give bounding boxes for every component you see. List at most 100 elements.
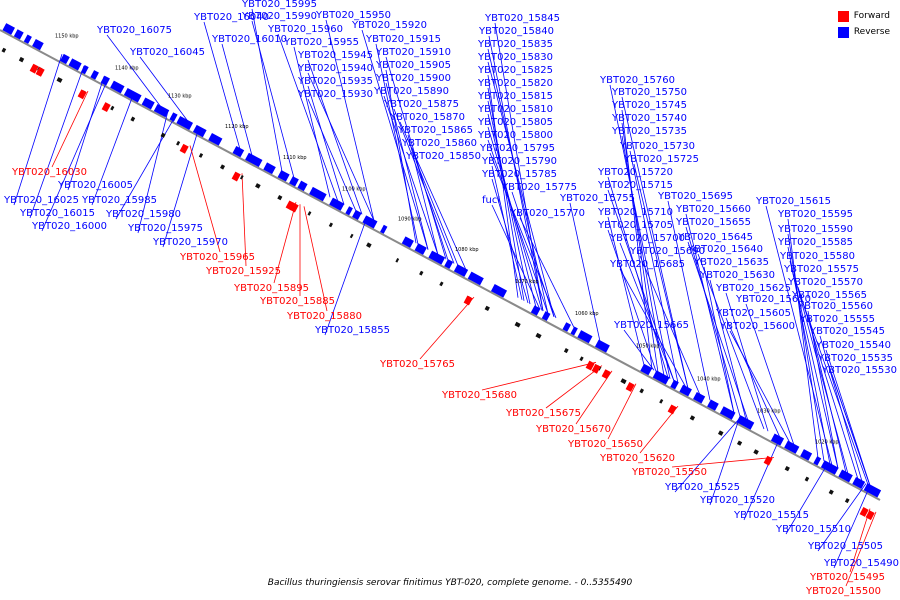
reverse-gene-label-leader — [619, 268, 687, 388]
reverse-gene-label-leader — [67, 76, 105, 191]
legend-item-reverse: Reverse — [837, 24, 890, 40]
reverse-gene-label: YBT020_15715 — [597, 180, 673, 191]
forward-gene-label: YBT020_15650 — [567, 439, 643, 450]
reverse-gene-label: YBT020_16000 — [31, 221, 107, 232]
reverse-gene — [594, 339, 610, 353]
kbp-tick-label: 1030 kbp — [757, 408, 781, 414]
reverse-gene-label: YBT020_15870 — [389, 112, 465, 123]
reverse-gene — [220, 164, 226, 170]
gene-track — [1, 23, 882, 521]
kbp-tick-label: 1140 kbp — [115, 65, 139, 71]
reverse-gene — [255, 183, 261, 189]
reverse-gene-label-leader — [203, 21, 241, 150]
reverse-gene-label: YBT020_16025 — [3, 195, 79, 206]
reverse-gene — [444, 259, 454, 269]
reverse-gene — [707, 399, 719, 411]
kbp-tick-label: 1060 kbp — [575, 311, 599, 317]
forward-gene-label-leader — [849, 508, 871, 573]
forward-gene-label-leader — [671, 456, 775, 468]
reverse-gene-label: YBT020_15980 — [105, 209, 181, 220]
reverse-gene — [307, 211, 312, 216]
reverse-gene — [514, 321, 521, 328]
reverse-gene-label-leader — [621, 96, 689, 389]
reverse-gene-label: YBT020_15725 — [623, 154, 699, 165]
reverse-gene-label-leader — [703, 266, 735, 414]
reverse-gene-label: YBT020_15545 — [809, 326, 885, 337]
reverse-gene — [820, 460, 839, 475]
reverse-gene-label-leader — [793, 273, 849, 475]
reverse-gene-label: YBT020_15815 — [477, 91, 553, 102]
reverse-gene-label-leader — [697, 253, 765, 430]
reverse-gene-label: YBT020_15775 — [501, 182, 577, 193]
reverse-gene — [56, 77, 63, 83]
reverse-gene-label: YBT020_15745 — [611, 100, 687, 111]
reverse-gene-label: YBT020_15975 — [127, 223, 203, 234]
legend-item-forward: Forward — [837, 8, 890, 24]
reverse-gene — [570, 326, 578, 336]
reverse-gene-label-leader — [729, 330, 791, 444]
reverse-gene-label: YBT020_15590 — [777, 224, 853, 235]
reverse-gene-label-leader — [407, 134, 439, 256]
reverse-gene — [277, 170, 290, 182]
kbp-tick-label: 1090 kbp — [398, 217, 422, 223]
reverse-gene-label: YBT020_15865 — [397, 125, 473, 136]
forward-gene-label: YBT020_15885 — [259, 296, 335, 307]
reverse-gene-label: YBT020_15705 — [597, 220, 673, 231]
reverse-gene-label: YBT020_16010 — [211, 34, 287, 45]
reverse-gene-label: YBT020_15690 — [629, 246, 705, 257]
reverse-gene — [453, 264, 469, 277]
kbp-tick-label: 1110 kbp — [283, 155, 307, 161]
reverse-gene-label: YBT020_15660 — [675, 204, 751, 215]
reverse-gene-label: YBT020_15805 — [477, 117, 553, 128]
forward-gene — [859, 507, 869, 517]
reverse-gene-label-leader — [491, 165, 523, 300]
reverse-gene — [68, 58, 82, 71]
reverse-gene — [693, 391, 706, 404]
reverse-gene — [579, 356, 584, 362]
forward-gene — [77, 89, 87, 100]
reverse-gene-label-leader — [607, 189, 675, 382]
reverse-gene-label: YBT020_15990 — [241, 11, 317, 22]
reverse-gene — [232, 146, 245, 158]
reverse-gene — [160, 132, 166, 138]
reverse-gene-label-leader — [251, 20, 295, 179]
reverse-gene — [80, 65, 89, 75]
reverse-gene-label-leader — [415, 160, 459, 266]
reverse-gene-label: YBT020_15835 — [477, 39, 553, 50]
reverse-gene-label: YBT020_16040 — [193, 12, 269, 23]
reverse-gene-label: YBT020_16075 — [96, 25, 172, 36]
reverse-gene-label: YBT020_15585 — [777, 237, 853, 248]
forward-gene-label-leader — [607, 383, 637, 440]
reverse-gene-label-leader — [674, 416, 742, 493]
reverse-gene — [123, 87, 142, 103]
reverse-gene — [329, 197, 345, 211]
reverse-gene-label: YBT020_15555 — [799, 314, 875, 325]
reverse-gene-label: YBT020_15830 — [477, 52, 553, 63]
forward-gene-label-leader — [845, 511, 877, 587]
reverse-gene-label-leader — [139, 56, 189, 122]
reverse-gene — [679, 384, 692, 397]
reverse-gene-label: YBT020_15595 — [777, 209, 853, 220]
reverse-gene-label-leader — [569, 202, 601, 342]
reverse-gene-label: YBT020_15940 — [297, 63, 373, 74]
reverse-gene — [18, 56, 25, 63]
reverse-gene-label: YBT020_15570 — [787, 277, 863, 288]
reverse-gene — [659, 398, 664, 404]
reverse-gene — [176, 140, 181, 146]
reverse-gene-label: YBT020_15875 — [383, 99, 459, 110]
reverse-gene — [736, 415, 755, 430]
forward-gene-label: YBT020_15550 — [631, 467, 707, 478]
reverse-gene — [32, 38, 44, 51]
reverse-gene-label: YBT020_15760 — [599, 75, 675, 86]
reverse-gene-label: YBT020_15615 — [755, 196, 831, 207]
reverse-gene — [530, 305, 541, 316]
reverse-gene — [289, 176, 299, 187]
forward-gene — [591, 363, 601, 374]
reverse-gene-label: YBT020_15490 — [823, 558, 899, 569]
reverse-gene-label-leader — [709, 279, 747, 420]
forward-gene-label-leader — [419, 296, 475, 360]
genome-caption: Bacillus thuringiensis serovar finitimus… — [267, 578, 633, 588]
reverse-gene-label: YBT020_15740 — [611, 113, 687, 124]
reverse-gene — [863, 483, 882, 498]
